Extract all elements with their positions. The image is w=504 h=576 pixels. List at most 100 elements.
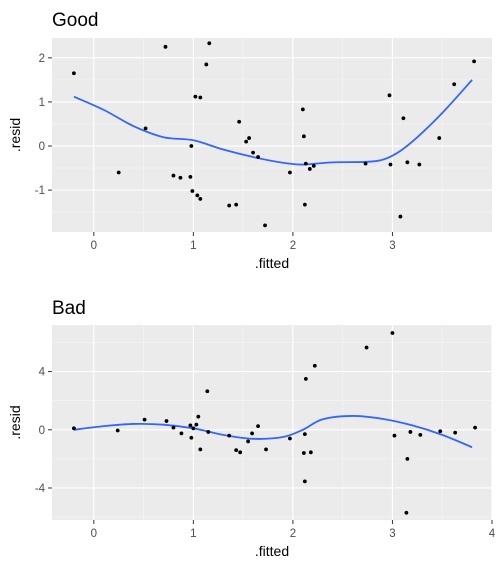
data-point [264,447,268,452]
x-tick-label: 3 [389,528,395,540]
x-tick-label: 0 [91,528,97,540]
good-grid [52,38,492,232]
data-point [307,167,312,171]
data-point [171,173,176,178]
data-point [164,419,169,423]
data-point [115,428,120,433]
data-point [195,193,200,198]
data-point [312,363,317,368]
data-point [251,150,255,155]
y-tick-label: 1 [39,97,45,109]
data-point [398,214,403,219]
data-point [205,389,210,394]
data-point [364,345,369,350]
data-point [300,107,305,112]
data-point [238,450,243,455]
data-point [263,223,267,228]
bad-points [72,331,477,515]
data-point [302,202,307,207]
data-point [204,62,209,67]
data-point [190,189,195,193]
data-point [171,425,176,430]
data-point [472,59,476,64]
data-point [417,162,422,167]
data-point [227,433,232,438]
data-point [301,451,306,455]
data-point [198,447,203,452]
data-point [198,95,203,100]
data-point [178,175,183,180]
data-point [363,161,368,166]
data-point [388,162,393,167]
data-point [193,94,198,99]
data-point [188,423,193,428]
bad-y-axis-title: .resid [7,405,23,439]
good-smooth [73,79,473,166]
data-point [142,417,147,422]
x-tick-label: 0 [91,240,97,252]
data-point [198,197,203,201]
y-tick-label: 2 [39,53,45,65]
y-tick-label: -4 [35,483,46,495]
smooth-line [73,415,473,449]
data-point [303,376,308,381]
data-point [194,422,199,427]
data-point [116,170,121,175]
y-tick-label: -1 [35,185,45,197]
data-point [288,170,292,175]
bad-panel: Bad 0 1 2 3 4 -4 0 4 .fitted .resid [7,298,496,559]
data-point [438,429,443,434]
data-point [189,144,194,148]
good-plot-area [52,38,492,232]
data-point [196,414,201,419]
good-title: Good [52,10,98,31]
data-point [453,430,458,435]
data-point [404,510,409,515]
good-ticks: 0 1 2 3 -1 0 1 2 [35,53,396,252]
data-point [179,431,184,436]
data-point [302,479,307,484]
data-point [227,203,232,208]
good-y-axis-title: .resid [7,118,23,152]
data-point [244,139,249,144]
data-point [437,136,442,140]
data-point [189,435,194,440]
x-tick-label: 3 [389,240,395,252]
data-point [234,202,239,207]
data-point [405,160,410,165]
data-point [452,82,457,87]
y-tick-label: 4 [39,367,46,379]
data-point [311,163,316,168]
x-tick-label: 1 [190,240,196,252]
data-point [206,430,211,434]
bad-smooth [73,415,473,449]
data-point [405,456,410,461]
data-point [234,448,239,453]
data-point [288,436,292,441]
data-point [143,126,148,131]
data-point [250,431,254,436]
data-point [256,424,260,429]
y-tick-label: 0 [39,141,45,153]
data-point [256,155,260,159]
data-point [163,44,168,49]
data-point [473,425,477,430]
good-x-axis-title: .fitted [255,255,289,271]
good-panel: Good 0 1 2 3 -1 0 1 2 .fitted .resid [7,10,492,271]
data-point [408,430,413,434]
data-point [387,93,392,98]
bad-x-axis-title: .fitted [255,543,289,559]
bad-title: Bad [52,298,86,319]
data-point [247,136,252,140]
data-point [303,161,308,166]
bad-plot-area [52,325,492,520]
bad-ticks: 0 1 2 3 4 -4 0 4 [35,367,496,540]
data-point [301,134,306,139]
data-point [418,432,423,437]
x-tick-label: 1 [190,528,196,540]
smooth-line [73,79,473,166]
data-point [246,439,251,444]
good-points [72,41,476,228]
data-point [308,450,313,455]
